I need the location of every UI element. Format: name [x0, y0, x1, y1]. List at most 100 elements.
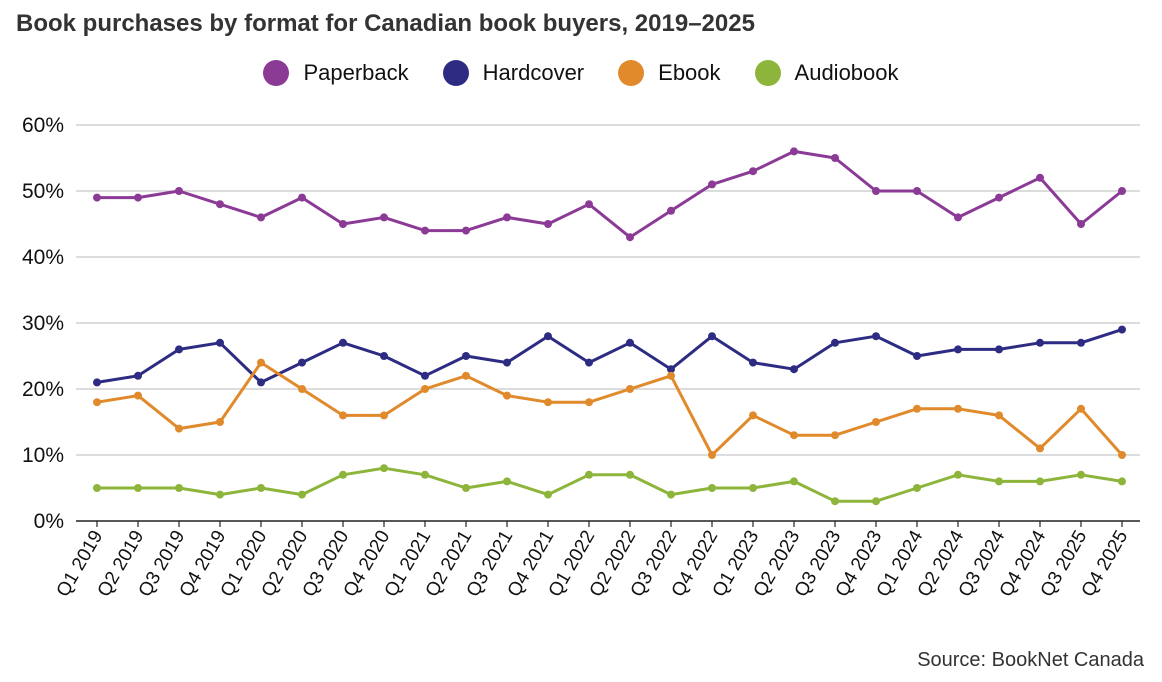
data-point-hardcover [257, 378, 265, 387]
data-point-hardcover [585, 358, 593, 367]
legend-label-ebook: Ebook [658, 60, 721, 85]
data-point-ebook [1077, 404, 1085, 413]
data-point-hardcover [995, 345, 1003, 354]
data-point-audiobook [749, 484, 757, 492]
data-point-ebook [339, 411, 347, 420]
data-point-paperback [626, 233, 634, 242]
data-point-paperback [421, 226, 429, 235]
data-point-paperback [257, 213, 265, 222]
data-point-ebook [175, 424, 183, 433]
y-tick-label: 0% [34, 510, 64, 533]
data-point-audiobook [462, 484, 470, 492]
data-point-hardcover [544, 332, 552, 341]
data-point-paperback [708, 180, 716, 189]
data-point-paperback [667, 206, 675, 215]
data-point-audiobook [1118, 477, 1126, 486]
y-tick-label: 60% [22, 114, 64, 137]
data-point-ebook [544, 398, 552, 407]
data-point-paperback [298, 193, 306, 202]
data-point-paperback [585, 200, 593, 209]
data-point-audiobook [626, 470, 634, 479]
series-line-hardcover [96, 328, 1123, 384]
legend-label-paperback: Paperback [303, 60, 409, 85]
data-point-paperback [749, 167, 757, 176]
data-point-ebook [995, 411, 1003, 420]
legend-swatch-ebook [618, 60, 645, 86]
y-tick-label: 30% [22, 312, 64, 335]
data-point-paperback [93, 193, 101, 202]
legend-swatch-paperback [263, 60, 290, 86]
data-point-paperback [380, 213, 388, 222]
data-point-audiobook [298, 490, 306, 499]
data-point-hardcover [1036, 338, 1044, 347]
series-line-ebook [96, 361, 1124, 457]
data-point-audiobook [831, 497, 839, 506]
data-point-hardcover [872, 332, 880, 341]
legend-swatch-hardcover [442, 60, 469, 86]
data-point-hardcover [380, 352, 388, 360]
data-point-audiobook [380, 464, 388, 473]
data-point-hardcover [1077, 338, 1085, 347]
data-point-ebook [1036, 444, 1044, 453]
data-point-ebook [257, 358, 265, 367]
data-point-hardcover [1118, 325, 1126, 334]
legend-label-hardcover: Hardcover [482, 60, 585, 85]
legend-swatch-audiobook [754, 60, 781, 86]
data-point-ebook [790, 431, 798, 440]
data-point-paperback [462, 226, 470, 235]
data-point-audiobook [421, 470, 429, 479]
legend-item-paperback: Paperback [263, 60, 409, 86]
data-point-audiobook [257, 484, 265, 492]
data-point-audiobook [175, 484, 183, 492]
data-point-audiobook [872, 497, 880, 506]
data-point-ebook [626, 385, 634, 393]
data-point-hardcover [708, 332, 716, 341]
data-point-audiobook [503, 477, 511, 486]
data-point-ebook [585, 398, 593, 407]
data-point-paperback [544, 220, 552, 228]
data-point-audiobook [1077, 470, 1085, 479]
data-point-hardcover [339, 338, 347, 347]
data-point-paperback [216, 200, 224, 209]
data-point-hardcover [749, 358, 757, 367]
data-point-hardcover [134, 371, 142, 380]
data-point-paperback [872, 187, 880, 195]
data-point-paperback [913, 187, 921, 195]
data-point-ebook [134, 391, 142, 400]
data-point-audiobook [1036, 477, 1044, 486]
legend: Paperback Hardcover Ebook Audiobook [0, 60, 1162, 86]
legend-label-audiobook: Audiobook [794, 60, 899, 85]
data-point-ebook [503, 391, 511, 400]
data-point-ebook [913, 404, 921, 413]
data-point-ebook [298, 385, 306, 393]
data-point-hardcover [216, 338, 224, 347]
y-tick-label: 40% [22, 246, 64, 269]
data-point-hardcover [175, 345, 183, 354]
data-point-hardcover [954, 345, 962, 354]
data-point-hardcover [462, 352, 470, 360]
data-point-audiobook [913, 484, 921, 492]
data-point-ebook [93, 398, 101, 407]
data-point-hardcover [93, 378, 101, 387]
legend-item-ebook: Ebook [618, 60, 721, 86]
data-point-audiobook [134, 484, 142, 492]
data-point-hardcover [503, 358, 511, 367]
data-point-hardcover [667, 365, 675, 374]
source-note: Source: BookNet Canada [917, 649, 1144, 671]
data-point-paperback [831, 154, 839, 162]
series-line-audiobook [97, 466, 1123, 503]
data-point-paperback [954, 213, 962, 222]
data-point-hardcover [298, 358, 306, 367]
data-point-audiobook [544, 490, 552, 499]
legend-item-hardcover: Hardcover [442, 60, 585, 86]
data-point-hardcover [831, 338, 839, 347]
data-point-ebook [708, 451, 716, 459]
data-point-ebook [954, 404, 962, 413]
data-point-paperback [1118, 187, 1126, 195]
data-point-ebook [421, 385, 429, 393]
y-tick-label: 10% [22, 444, 64, 467]
data-point-hardcover [421, 371, 429, 380]
data-point-paperback [339, 220, 347, 228]
data-point-ebook [380, 411, 388, 420]
data-point-ebook [462, 371, 470, 380]
